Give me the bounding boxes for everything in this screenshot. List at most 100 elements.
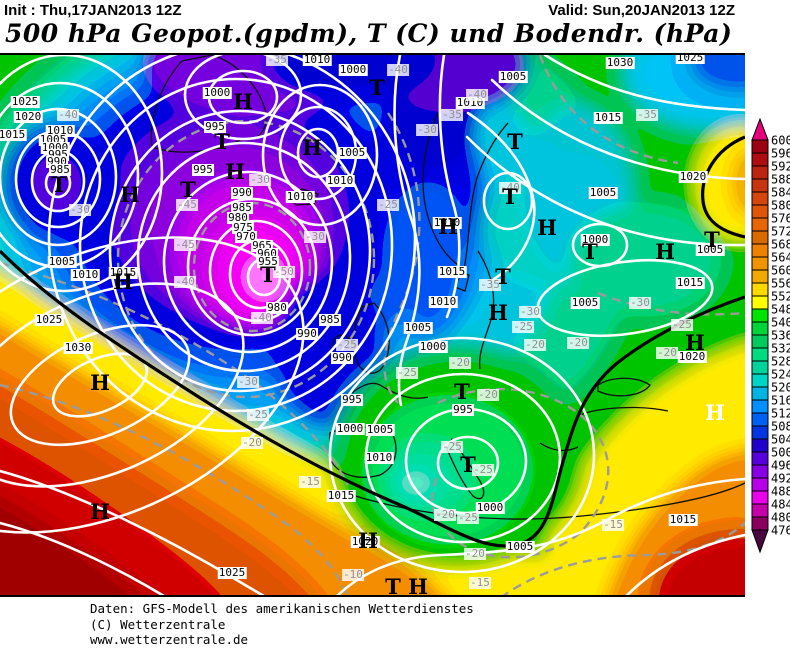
high-marker: H: [233, 89, 253, 114]
pressure-label: 1005: [403, 321, 433, 334]
colorbar-segment: [751, 477, 769, 492]
colorbar-segment: [751, 308, 769, 323]
colorbar-tick-label: 524: [771, 368, 790, 382]
colorbar-tick-label: 476: [771, 524, 790, 538]
pressure-label: 1025: [675, 53, 705, 64]
colorbar-segment: [751, 256, 769, 271]
pressure-label: 1005: [498, 70, 528, 83]
colorbar-tick-label: 580: [771, 199, 790, 213]
high-marker: H: [358, 528, 378, 553]
pressure-label: 1020: [678, 170, 708, 183]
temperature-label: -35: [479, 278, 501, 291]
pressure-label: 990: [296, 327, 318, 340]
pressure-label: 990: [231, 186, 253, 199]
pressure-label: 1015: [0, 129, 27, 141]
temperature-label: -40: [174, 275, 196, 288]
pressure-label: 1015: [437, 265, 467, 278]
pressure-label: 1015: [668, 513, 698, 526]
pressure-label: 1000: [475, 501, 505, 514]
colorbar-tick-label: 528: [771, 355, 790, 369]
pressure-label: 1010: [325, 174, 355, 187]
colorbar-tick-label: 504: [771, 433, 790, 447]
temperature-label: -35: [441, 108, 463, 121]
temperature-label: -25: [457, 511, 479, 524]
colorbar-tick-label: 576: [771, 212, 790, 226]
pressure-label: 1010: [432, 216, 462, 229]
low-marker: T: [369, 75, 385, 100]
low-marker: T: [582, 239, 598, 264]
colorbar-tick-label: 512: [771, 407, 790, 421]
colorbar-tick-label: 496: [771, 459, 790, 473]
pressure-label: 985: [319, 313, 341, 326]
valid-time-label: Valid: Sun,20JAN2013 12Z: [548, 2, 735, 19]
colorbar-tick-label: 560: [771, 264, 790, 278]
temperature-label: -10: [342, 568, 364, 581]
pressure-label: 1030: [605, 56, 635, 69]
high-marker: H: [438, 214, 458, 239]
temperature-label: -30: [249, 173, 271, 186]
pressure-label: 990: [331, 351, 353, 364]
pressure-label: 1020: [350, 535, 380, 548]
low-marker: T: [507, 129, 523, 154]
colorbar-tick-label: 564: [771, 251, 790, 265]
colorbar-segment: [751, 399, 769, 414]
temperature-label: -20: [241, 436, 263, 449]
temperature-label: -30: [304, 230, 326, 243]
temperature-label: -45: [176, 198, 198, 211]
colorbar-segment: [751, 230, 769, 245]
high-marker: H: [705, 400, 725, 425]
colorbar-segment: [751, 360, 769, 375]
temperature-label: -15: [299, 475, 321, 488]
colorbar-segment: [751, 178, 769, 193]
colorbar-tick-label: 508: [771, 420, 790, 434]
footer-website: www.wetterzentrale.de: [90, 632, 249, 647]
temperature-label: -25: [396, 366, 418, 379]
pressure-label: 1005: [365, 423, 395, 436]
colorbar-segment: [751, 386, 769, 401]
colorbar: 6005965925885845805765725685645605565525…: [751, 117, 790, 554]
colorbar-segment: [751, 204, 769, 219]
high-marker: H: [120, 182, 140, 207]
colorbar-tick-label: 488: [771, 485, 790, 499]
pressure-label: 1005: [337, 146, 367, 159]
low-marker: T: [502, 184, 518, 209]
low-marker: T: [454, 379, 470, 404]
colorbar-segment: [751, 217, 769, 232]
colorbar-segment: [751, 412, 769, 427]
temperature-label: -40: [57, 108, 79, 121]
colorbar-segment: [751, 165, 769, 180]
temperature-label: -40: [466, 88, 488, 101]
colorbar-tick-label: 596: [771, 147, 790, 161]
colorbar-segment: [751, 334, 769, 349]
colorbar-tick-label: 540: [771, 316, 790, 330]
high-marker: H: [685, 330, 705, 355]
pressure-label: 1000: [335, 422, 365, 435]
pressure-label: 1015: [675, 276, 705, 289]
colorbar-tick-label: 520: [771, 381, 790, 395]
temperature-label: -15: [602, 518, 624, 531]
pressure-label: 980: [266, 301, 288, 314]
colorbar-segment: [751, 139, 769, 154]
colorbar-tick-label: 484: [771, 498, 790, 512]
colorbar-segment: [751, 282, 769, 297]
colorbar-arrow-down-icon: [751, 529, 769, 554]
low-marker: T: [385, 574, 401, 597]
temperature-label: -15: [469, 576, 491, 589]
pressure-label: 1015: [108, 266, 138, 279]
colorbar-segment: [751, 152, 769, 167]
colorbar-segment: [751, 464, 769, 479]
colorbar-segment: [751, 295, 769, 310]
pressure-label: 985: [231, 201, 253, 214]
pressure-label: 1000: [418, 340, 448, 353]
chart-title: 500 hPa Geopot.(gpdm), T (C) und Bodendr…: [5, 19, 733, 48]
colorbar-tick-label: 492: [771, 472, 790, 486]
temperature-label: -25: [512, 320, 534, 333]
low-marker: T: [704, 227, 720, 252]
colorbar-tick-label: 516: [771, 394, 790, 408]
colorbar-tick-label: 556: [771, 277, 790, 291]
pressure-label: 1015: [326, 489, 356, 502]
temperature-label: -25: [377, 198, 399, 211]
init-time-label: Init : Thu,17JAN2013 12Z: [4, 2, 182, 19]
colorbar-segment: [751, 373, 769, 388]
pressure-label: 995: [452, 403, 474, 416]
